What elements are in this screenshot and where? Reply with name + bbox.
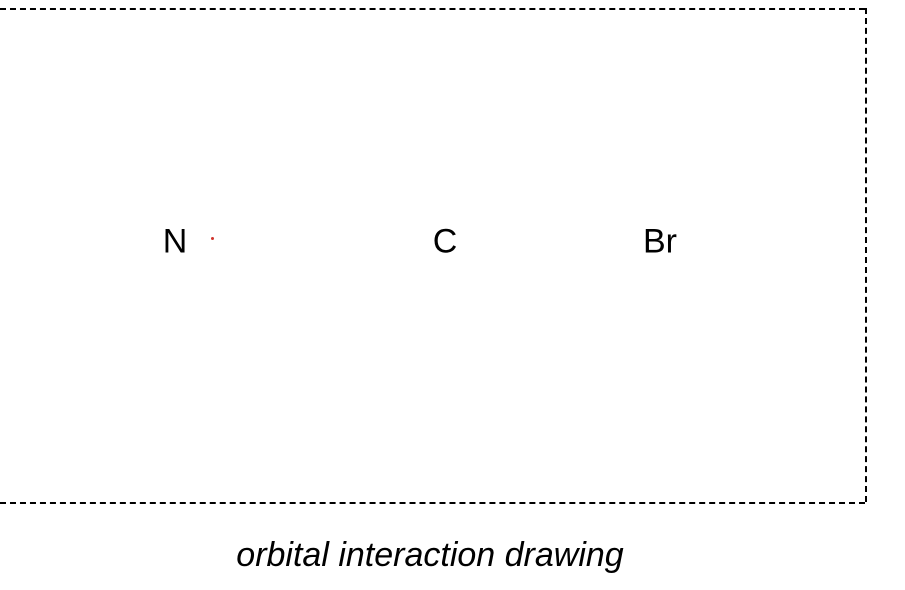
diagram-caption: orbital interaction drawing (236, 536, 623, 575)
atom-label-br: Br (643, 223, 677, 262)
diagram-canvas: N C Br orbital interaction drawing (0, 0, 905, 590)
box-border-right (865, 8, 867, 502)
box-border-top (0, 8, 865, 10)
atom-label-n: N (163, 223, 188, 262)
box-border-bottom (0, 502, 865, 504)
atom-label-c: C (433, 223, 458, 262)
red-dot-marker (211, 237, 214, 240)
